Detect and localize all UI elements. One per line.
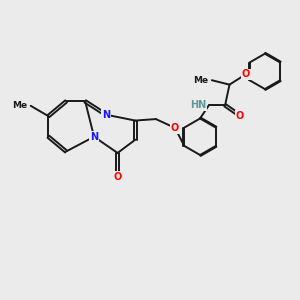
Text: N: N: [90, 132, 98, 142]
Text: O: O: [113, 172, 122, 182]
Text: N: N: [102, 110, 110, 120]
Text: O: O: [242, 69, 250, 79]
Text: O: O: [236, 110, 244, 121]
Text: O: O: [171, 123, 179, 133]
Text: HN: HN: [190, 100, 206, 110]
Text: Me: Me: [193, 76, 208, 85]
Text: Me: Me: [12, 101, 27, 110]
